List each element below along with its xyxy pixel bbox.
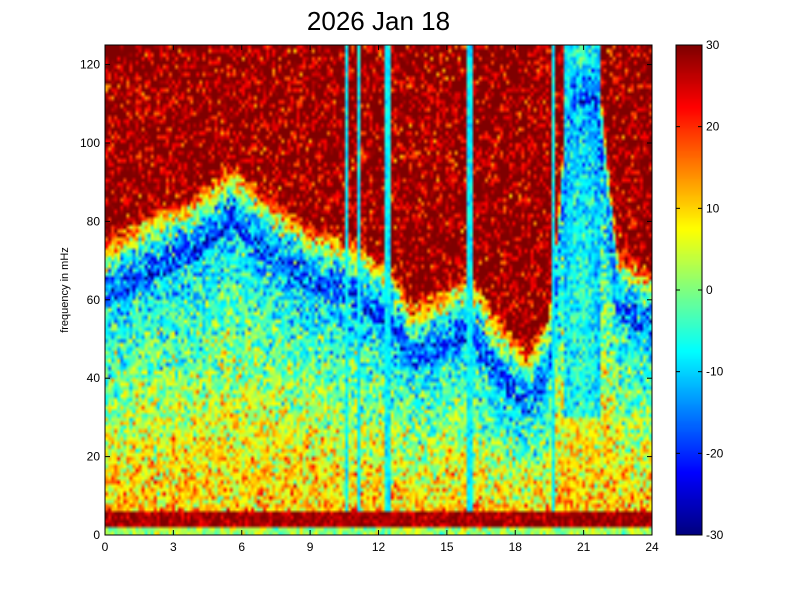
chart-title: 2026 Jan 18 bbox=[306, 6, 451, 36]
colorbar: -30 -20 -10 0 10 20 30 bbox=[675, 38, 724, 542]
colorbar-tick-label: 10 bbox=[706, 201, 720, 215]
colorbar-tick-label: -10 bbox=[706, 365, 724, 379]
x-tick-label: 0 bbox=[102, 540, 109, 554]
y-tick-label: 0 bbox=[93, 528, 100, 542]
colorbar-tick-label: -30 bbox=[706, 528, 724, 542]
y-tick-label: 80 bbox=[87, 214, 101, 228]
y-tick-label: 60 bbox=[87, 293, 101, 307]
y-tick-label: 100 bbox=[80, 136, 100, 150]
colorbar-tick-label: 30 bbox=[706, 38, 720, 52]
x-axis: 0 3 6 9 12 15 18 21 24 bbox=[102, 45, 659, 554]
y-axis-label: frequency in mHz bbox=[59, 247, 71, 333]
x-tick-label: 18 bbox=[509, 540, 523, 554]
colorbar-gradient bbox=[676, 45, 702, 535]
x-tick-label: 15 bbox=[440, 540, 454, 554]
y-axis: 0 20 40 60 80 100 120 bbox=[80, 58, 652, 542]
colorbar-tick-label: 20 bbox=[706, 120, 720, 134]
x-tick-label: 6 bbox=[238, 540, 245, 554]
x-tick-label: 24 bbox=[645, 540, 659, 554]
y-tick-label: 20 bbox=[87, 450, 101, 464]
colorbar-tick-label: 0 bbox=[706, 283, 713, 297]
colorbar-tick-label: -20 bbox=[706, 446, 724, 460]
plot-area bbox=[104, 44, 653, 536]
colorbar-ticks: -30 -20 -10 0 10 20 30 bbox=[676, 38, 724, 542]
y-tick-label: 120 bbox=[80, 58, 100, 72]
x-tick-label: 3 bbox=[170, 540, 177, 554]
y-tick-label: 40 bbox=[87, 371, 101, 385]
x-tick-label: 9 bbox=[307, 540, 314, 554]
x-tick-label: 12 bbox=[372, 540, 386, 554]
x-tick-label: 21 bbox=[577, 540, 591, 554]
spectrogram-heatmap bbox=[105, 45, 652, 535]
